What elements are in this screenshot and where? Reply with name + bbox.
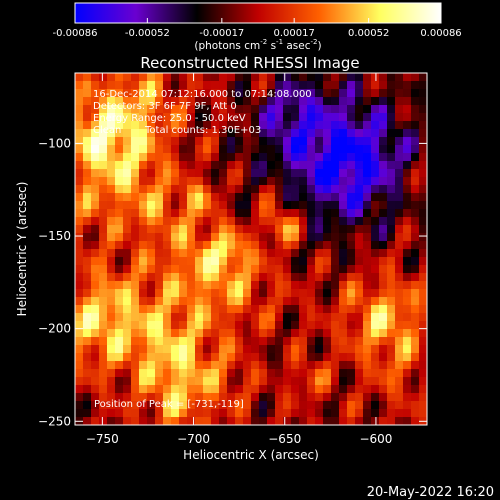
y-tick-label: −200 [38, 322, 71, 336]
colorbar-tick-label: 0.00017 [273, 28, 314, 39]
annotation-detectors: Detectors: 3F 6F 7F 9F, Att 0 [93, 101, 237, 112]
plot-frame [74, 72, 428, 426]
colorbar-tick-label: 0.00086 [420, 28, 461, 39]
y-tick-label: −250 [38, 414, 71, 428]
annotation-peak-position: Position of Peak = [-731,-119] [94, 399, 244, 410]
annotation-total-counts: Total counts: 1.30E+03 [144, 125, 261, 136]
timestamp: 20-May-2022 16:20 [367, 485, 494, 500]
x-axis-label: Heliocentric X (arcsec) [183, 448, 319, 462]
colorbar-strip [74, 2, 442, 24]
annotation-block: 16-Dec-2014 07:12:16.000 to 07:14:08.000… [93, 89, 312, 410]
x-tick-label: −700 [177, 432, 210, 446]
colorbar-tick-label: 0.00052 [348, 28, 389, 39]
colorbar-tick-label: -0.00086 [53, 28, 98, 39]
annotation-time-range: 16-Dec-2014 07:12:16.000 to 07:14:08.000 [93, 89, 312, 100]
y-axis-label: Heliocentric Y (arcsec) [15, 182, 29, 317]
colorbar-unit-label: (photons cm-2 s-1 asec-2) [194, 38, 321, 52]
y-tick-label: −100 [38, 136, 71, 150]
colorbar-tick-label: -0.00017 [199, 28, 244, 39]
x-tick-label: −600 [359, 432, 392, 446]
x-tick-label: −650 [268, 432, 301, 446]
y-tick-label: −150 [38, 229, 71, 243]
y-axis-ticks: −100 −150 −200 −250 [38, 136, 427, 428]
colorbar-ticks: -0.00086 -0.00052 -0.00017 0.00017 0.00052 0.… [53, 18, 462, 39]
heatmap-image [75, 73, 427, 425]
chart-title: Reconstructed RHESSI Image [140, 54, 359, 72]
annotation-method: Clean [93, 125, 121, 136]
annotation-energy-range: Energy Range: 25.0 - 50.0 keV [93, 113, 246, 124]
x-axis-ticks: −750 −700 −650 −600 [86, 73, 392, 446]
colorbar: -0.00086 -0.00052 -0.00017 0.00017 0.00052 0.… [53, 2, 462, 52]
x-tick-label: −750 [86, 432, 119, 446]
colorbar-tick-label: -0.00052 [125, 28, 170, 39]
